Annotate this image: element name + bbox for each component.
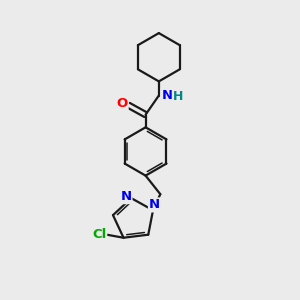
Text: N: N [161, 89, 172, 102]
Text: H: H [173, 90, 183, 103]
Text: Cl: Cl [92, 228, 106, 241]
Text: N: N [120, 190, 131, 203]
Text: O: O [116, 97, 128, 110]
Text: N: N [149, 198, 160, 212]
